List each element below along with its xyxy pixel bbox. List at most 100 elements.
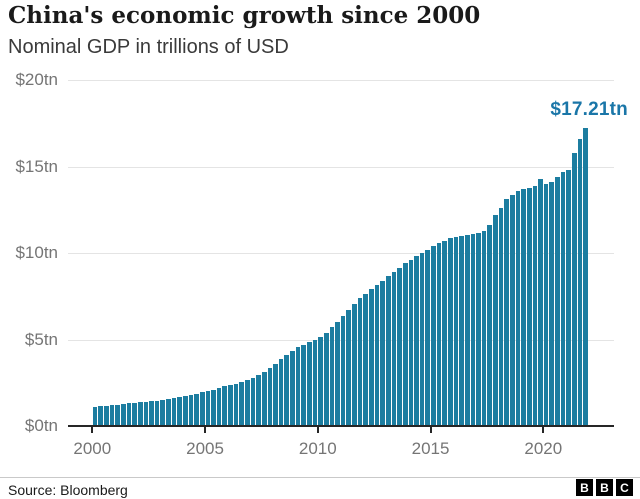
gdp-bar bbox=[543, 183, 549, 425]
gdp-bar bbox=[391, 272, 397, 425]
gdp-bar bbox=[566, 169, 571, 425]
gdp-bar bbox=[560, 171, 566, 425]
gdp-bar bbox=[250, 377, 256, 425]
x-axis-tick bbox=[91, 427, 94, 433]
gdp-bar bbox=[183, 396, 188, 425]
bbc-logo: B B C bbox=[576, 479, 633, 496]
gdp-bar bbox=[538, 178, 543, 425]
gdp-bar bbox=[498, 208, 504, 425]
gdp-bar bbox=[453, 236, 459, 425]
gdp-bar bbox=[487, 225, 493, 425]
gdp-bar bbox=[115, 404, 120, 425]
gdp-bar bbox=[267, 368, 273, 425]
gdp-bar bbox=[149, 401, 154, 425]
gdp-bar bbox=[284, 355, 290, 425]
bbc-logo-block: C bbox=[616, 479, 633, 496]
gdp-bar bbox=[340, 316, 346, 425]
gdp-bar bbox=[228, 385, 233, 425]
gdp-bar bbox=[126, 403, 132, 425]
gdp-bar bbox=[481, 230, 487, 425]
x-axis-label: 2015 bbox=[411, 439, 450, 458]
gdp-bar bbox=[369, 289, 374, 425]
gdp-bar bbox=[425, 249, 431, 425]
gdp-bar bbox=[171, 398, 177, 425]
gdp-bar bbox=[273, 363, 278, 425]
x-axis-label: 2000 bbox=[73, 439, 112, 458]
x-axis-line bbox=[68, 425, 614, 427]
gdp-bar bbox=[397, 267, 402, 425]
gdp-bar bbox=[120, 403, 126, 425]
gdp-bar bbox=[335, 322, 340, 425]
gdp-bar bbox=[459, 235, 464, 425]
gdp-bar bbox=[143, 401, 149, 425]
gdp-bar bbox=[436, 243, 442, 425]
gdp-bar bbox=[216, 388, 222, 425]
gdp-bar bbox=[521, 188, 526, 425]
x-axis-tick bbox=[316, 427, 319, 433]
gdp-bar bbox=[380, 280, 385, 425]
gdp-bar bbox=[137, 402, 143, 425]
gdp-bar bbox=[92, 406, 98, 425]
gdp-bar bbox=[278, 359, 284, 425]
x-axis-label: 2005 bbox=[186, 439, 224, 458]
gdp-bar bbox=[515, 190, 521, 425]
gdp-bar bbox=[493, 214, 498, 425]
bbc-logo-block: B bbox=[576, 479, 593, 496]
gdp-bar bbox=[188, 395, 194, 425]
gdp-bar bbox=[408, 259, 414, 425]
gdp-bar bbox=[239, 381, 245, 425]
gdp-bar bbox=[318, 336, 323, 425]
gridline-15tn bbox=[68, 166, 614, 168]
gdp-bar bbox=[222, 386, 228, 425]
gdp-bar bbox=[98, 406, 104, 425]
gdp-bar bbox=[509, 195, 515, 425]
gdp-bar bbox=[109, 405, 115, 425]
x-axis-tick bbox=[542, 427, 545, 433]
gdp-bar bbox=[245, 380, 250, 425]
gdp-bar bbox=[363, 293, 369, 425]
gdp-bar bbox=[132, 402, 137, 425]
last-value-annotation: $17.21tn bbox=[550, 99, 628, 120]
gdp-bar bbox=[447, 238, 453, 425]
x-axis-label: 2020 bbox=[524, 439, 563, 458]
gdp-bar bbox=[177, 397, 182, 425]
gdp-bar bbox=[290, 350, 295, 425]
gdp-bar bbox=[256, 374, 261, 425]
x-axis-tick bbox=[204, 427, 207, 433]
bar-chart-plot-area: $17.21tn $0tn $5tn $10tn $15tn $20tn 2000 2005… bbox=[15, 70, 628, 458]
gdp-bar bbox=[431, 246, 436, 425]
chart-subtitle: Nominal GDP in trillions of USD bbox=[8, 36, 289, 58]
gdp-bar bbox=[476, 233, 481, 425]
gdp-bar bbox=[577, 138, 583, 425]
gdp-bar bbox=[104, 405, 109, 425]
gdp-bar bbox=[194, 393, 199, 425]
gdp-bar bbox=[323, 332, 329, 425]
gdp-bar bbox=[211, 389, 216, 425]
gdp-bar bbox=[199, 392, 205, 425]
y-axis-label: $0tn bbox=[24, 416, 58, 435]
x-axis-label: 2010 bbox=[298, 439, 337, 458]
gdp-bar bbox=[402, 263, 408, 425]
x-axis-tick bbox=[429, 427, 432, 433]
gdp-bar bbox=[555, 176, 560, 425]
gdp-bar bbox=[464, 234, 470, 425]
gdp-bar bbox=[346, 310, 352, 425]
gdp-bar bbox=[414, 256, 419, 425]
gdp-bar bbox=[261, 371, 267, 425]
gdp-bar bbox=[307, 342, 312, 425]
gridline-10tn bbox=[68, 253, 614, 254]
gdp-bar bbox=[312, 339, 318, 425]
gdp-bar bbox=[166, 399, 171, 425]
gdp-bar bbox=[532, 185, 538, 425]
y-axis-label: $20tn bbox=[15, 70, 58, 89]
y-axis-label: $15tn bbox=[15, 156, 58, 176]
gdp-bar bbox=[583, 128, 588, 425]
gdp-bar bbox=[352, 304, 357, 425]
gdp-bar bbox=[374, 285, 380, 425]
gdp-bar bbox=[470, 233, 476, 425]
y-axis-label: $5tn bbox=[24, 329, 58, 349]
source-label: Source: Bloomberg bbox=[8, 482, 128, 498]
chart-title: China's economic growth since 2000 bbox=[8, 2, 481, 29]
gdp-bar bbox=[526, 188, 532, 425]
